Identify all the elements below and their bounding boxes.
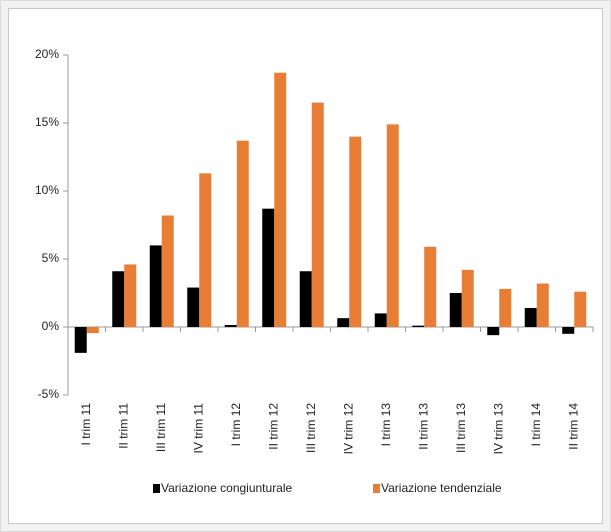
y-tick-label: 20%: [35, 47, 59, 61]
bar: [274, 72, 287, 328]
bar: [374, 313, 387, 327]
y-tick-label: -5%: [38, 387, 60, 401]
bar: [149, 245, 162, 327]
bar: [262, 208, 275, 327]
bar: [524, 307, 537, 327]
bar: [112, 271, 125, 327]
bar: [386, 124, 399, 327]
bar: [299, 271, 312, 327]
bar: [187, 287, 200, 327]
bar: [424, 246, 437, 327]
bar: [574, 291, 587, 327]
x-tick-label: I trim 12: [229, 403, 243, 447]
x-tick-label: III trim 12: [304, 403, 318, 453]
bar: [349, 136, 362, 327]
x-tick-label: IV trim 12: [341, 403, 355, 455]
x-tick-label: II trim 14: [566, 403, 580, 450]
bar: [224, 324, 237, 327]
x-tick-label: II trim 11: [116, 403, 130, 449]
bar: [487, 327, 500, 336]
y-tick-label: 15%: [35, 115, 59, 129]
bar: [562, 327, 575, 334]
legend-swatch: [373, 484, 380, 493]
bar: [236, 140, 249, 327]
bar: [412, 325, 425, 327]
y-tick-label: 10%: [35, 183, 59, 197]
bar: [74, 327, 87, 353]
x-tick-label: IV trim 13: [491, 403, 505, 455]
y-tick-label: 5%: [42, 251, 60, 265]
bar: [199, 173, 212, 327]
x-tick-label: I trim 14: [529, 403, 543, 447]
y-tick-label: 0%: [42, 319, 60, 333]
bar: [449, 293, 462, 327]
legend-label: Variazione congiunturale: [161, 481, 293, 495]
legend-swatch: [153, 484, 160, 493]
bar: [461, 269, 474, 327]
legend-label: Variazione tendenziale: [381, 481, 502, 495]
x-tick-label: I trim 11: [79, 403, 93, 446]
x-tick-label: II trim 12: [266, 403, 280, 450]
chart-area: [8, 8, 603, 524]
bar: [86, 327, 99, 334]
bar: [124, 264, 137, 327]
bar: [161, 215, 174, 327]
x-tick-label: II trim 13: [416, 403, 430, 450]
bar: [337, 318, 350, 327]
bar: [536, 283, 549, 327]
x-tick-label: III trim 11: [154, 403, 168, 452]
bar: [499, 288, 512, 327]
bar: [311, 102, 324, 327]
x-tick-label: IV trim 11: [191, 403, 205, 454]
x-tick-label: III trim 13: [454, 403, 468, 453]
x-tick-label: I trim 13: [379, 403, 393, 447]
